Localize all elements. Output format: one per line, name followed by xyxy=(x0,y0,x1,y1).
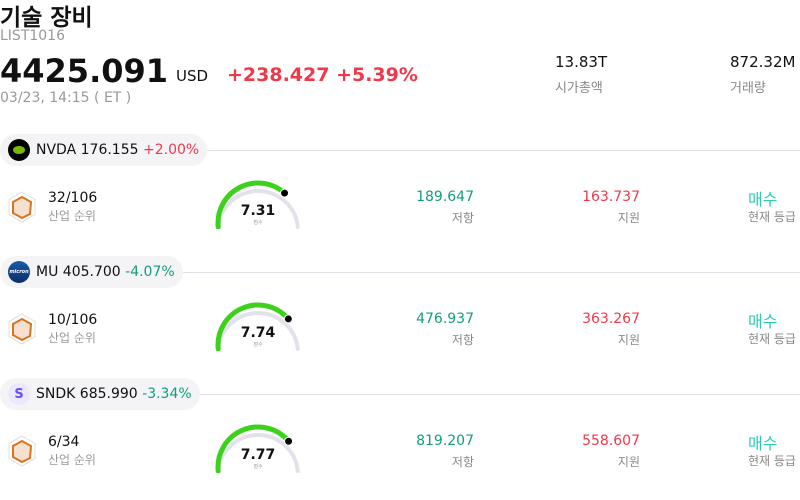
current-grade: 매수 xyxy=(748,434,778,453)
page-title: 기술 장비 xyxy=(0,5,93,31)
stock-change: +2.00% xyxy=(142,142,200,158)
ticker: NVDA xyxy=(36,142,77,158)
industry-rank: 6/34 xyxy=(48,434,80,450)
resistance-label: 저항 xyxy=(451,455,474,469)
index-price: 4425.091 xyxy=(0,52,169,90)
support-value: 163.737 xyxy=(582,189,640,205)
divider xyxy=(205,150,800,151)
volume-label: 거래량 xyxy=(730,81,766,96)
micron-logo-icon: micron xyxy=(8,261,36,283)
gauge-score-label: 점수 xyxy=(253,219,263,226)
current-grade: 매수 xyxy=(748,190,778,209)
stock-price: 685.990 xyxy=(79,386,138,402)
gauge-score: 7.77 xyxy=(241,447,276,463)
industry-rank-label: 산업 순위 xyxy=(48,209,96,223)
stock-price: 405.700 xyxy=(62,264,121,280)
gauge-score: 7.74 xyxy=(241,325,276,341)
industry-rank-label: 산업 순위 xyxy=(48,453,96,467)
price-change: +238.427 +5.39% xyxy=(227,64,418,86)
support-label: 지원 xyxy=(617,455,640,469)
list-code: LIST1016 xyxy=(0,28,65,44)
support-value: 558.607 xyxy=(582,433,640,449)
current-grade-label: 현재 등급 xyxy=(748,332,796,346)
gauge-track xyxy=(216,189,300,229)
resistance-value: 189.647 xyxy=(416,189,474,205)
gauge-score: 7.31 xyxy=(241,203,276,219)
score-gauge: 7.31 점수 xyxy=(215,180,300,229)
resistance-value: 476.937 xyxy=(416,311,474,327)
support-label: 지원 xyxy=(617,333,640,347)
gauge-track xyxy=(216,433,300,473)
radar-chart-icon xyxy=(8,313,36,345)
current-grade-label: 현재 등급 xyxy=(748,210,796,224)
gauge-marker xyxy=(283,314,293,324)
gauge-fill xyxy=(215,180,288,229)
stock-row[interactable]: micron MU 405.700 -4.07% 10/106 산업 순위 7.… xyxy=(0,256,800,378)
nvidia-logo-icon xyxy=(8,139,36,161)
stock-chip-mu[interactable]: micron MU 405.700 -4.07% xyxy=(0,256,183,288)
market-cap-value: 13.83T xyxy=(555,53,608,71)
volume-value: 872.32M xyxy=(730,53,796,71)
stock-price: 176.155 xyxy=(80,142,139,158)
gauge-score-label: 점수 xyxy=(253,341,263,348)
stock-row[interactable]: NVDA 176.155 +2.00% 32/106 산업 순위 7.31 점수… xyxy=(0,134,800,256)
gauge-marker xyxy=(284,436,294,446)
support-value: 363.267 xyxy=(582,311,640,327)
stock-row[interactable]: S SNDK 685.990 -3.34% 6/34 산업 순위 7.77 점수… xyxy=(0,378,800,500)
timestamp: 03/23, 14:15 ( ET ) xyxy=(0,90,132,106)
resistance-label: 저항 xyxy=(451,333,474,347)
gauge-fill xyxy=(215,424,292,473)
divider xyxy=(180,272,800,273)
ticker: SNDK xyxy=(36,386,76,402)
support-label: 지원 xyxy=(617,211,640,225)
current-grade-label: 현재 등급 xyxy=(748,454,796,468)
divider xyxy=(198,394,800,395)
resistance-label: 저항 xyxy=(451,211,474,225)
radar-chart-icon xyxy=(8,191,36,223)
industry-rank: 32/106 xyxy=(48,190,98,206)
gauge-score-label: 점수 xyxy=(253,463,263,470)
market-cap-label: 시가총액 xyxy=(555,81,603,96)
score-gauge: 7.77 점수 xyxy=(215,424,300,473)
industry-rank-label: 산업 순위 xyxy=(48,331,96,345)
stock-chip-sndk[interactable]: S SNDK 685.990 -3.34% xyxy=(0,378,200,410)
gauge-track xyxy=(216,311,300,351)
industry-rank: 10/106 xyxy=(48,312,98,328)
score-gauge: 7.74 점수 xyxy=(215,302,300,351)
stock-change: -3.34% xyxy=(142,386,192,402)
stock-chip-nvda[interactable]: NVDA 176.155 +2.00% xyxy=(0,134,208,166)
resistance-value: 819.207 xyxy=(416,433,474,449)
stock-change: -4.07% xyxy=(125,264,175,280)
radar-chart-icon xyxy=(8,435,36,467)
gauge-marker xyxy=(280,188,290,198)
gauge-fill xyxy=(215,302,291,351)
sandisk-logo-icon: S xyxy=(8,383,36,405)
currency: USD xyxy=(176,67,209,85)
current-grade: 매수 xyxy=(748,312,778,331)
ticker: MU xyxy=(36,264,59,280)
